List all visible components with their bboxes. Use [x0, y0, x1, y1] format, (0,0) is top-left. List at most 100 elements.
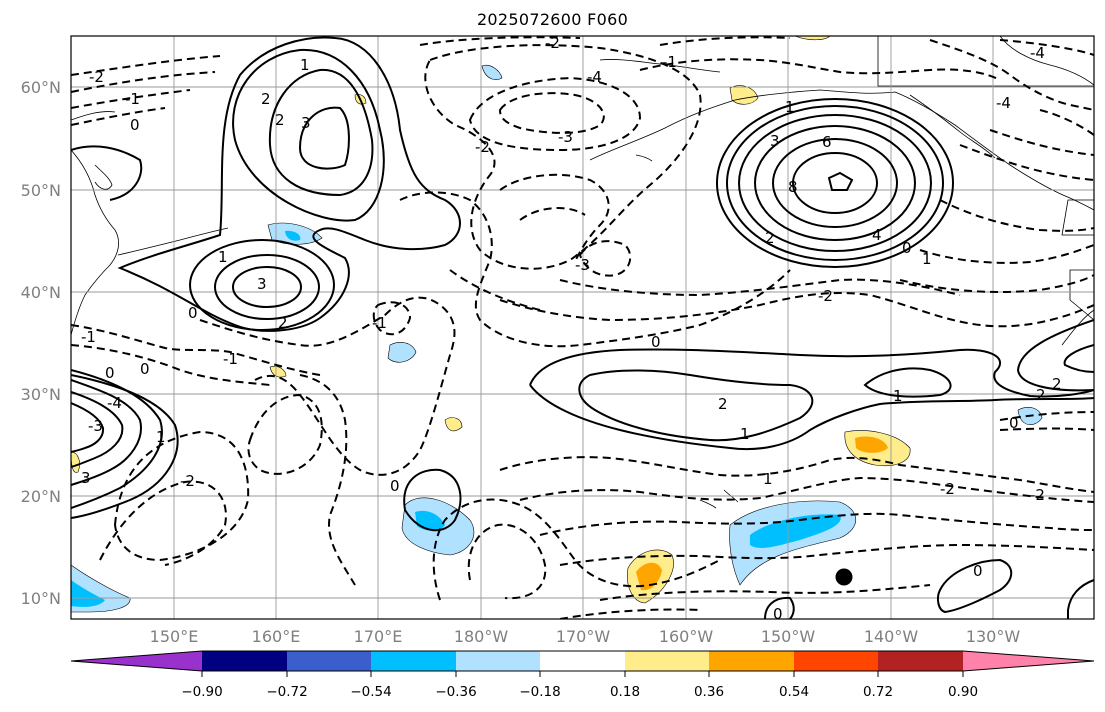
colorbar-segment [371, 651, 456, 671]
map-panel: -2 -1 0 -2 -1 2 1 -2 -4 -3 -4 3 1 -4 2 3… [71, 34, 1094, 623]
latitude-labels: 60°N 50°N 40°N 30°N 20°N 10°N [21, 78, 61, 608]
lon-label: 150°W [761, 627, 816, 646]
contour-label: -1 [223, 350, 238, 368]
lon-label: 170°E [354, 627, 403, 646]
contour-label: -2 [475, 138, 490, 156]
colorbar-tick-label: 0.90 [948, 684, 978, 700]
lon-label: 160°E [252, 627, 301, 646]
colorbar-segment [71, 651, 202, 671]
contour-label: 2 [1052, 375, 1062, 393]
contour-label: 2 [275, 111, 285, 129]
contour-label: 0 [188, 304, 198, 322]
lat-label: 50°N [21, 181, 61, 200]
contour-label: 4 [872, 226, 882, 244]
negative-contours [71, 36, 1094, 619]
colorbar-tick-label: 0.18 [610, 684, 640, 700]
contour-label: -3 [558, 128, 573, 146]
colorbar-segment [625, 651, 709, 671]
contour-labels: -2 -1 0 -2 -1 2 1 -2 -4 -3 -4 3 1 -4 2 3… [81, 34, 1062, 623]
lon-label: 180°W [454, 627, 509, 646]
map-frame [70, 35, 1095, 620]
contour-label: -3 [88, 417, 103, 435]
contour-label: 6 [822, 133, 832, 151]
colorbar-tick-label: 0.36 [694, 684, 724, 700]
contour-label: 2 [278, 314, 288, 332]
lon-label: 170°W [556, 627, 611, 646]
contour-label: -2 [940, 480, 955, 498]
contour-label: -3 [575, 256, 590, 274]
contour-label: 2 [261, 90, 271, 108]
lon-label: 160°W [659, 627, 714, 646]
contour-label: 1 [785, 98, 795, 116]
storm-marker [835, 568, 853, 586]
contour-label: -1 [81, 328, 96, 346]
contour-label: 3 [770, 132, 780, 150]
contour-label: 0 [651, 333, 661, 351]
lon-label: 130°W [966, 627, 1021, 646]
contour-label: -4 [1030, 44, 1045, 62]
colorbar-tick-labels: −0.90 −0.72 −0.54 −0.36 −0.18 0.18 0.36 … [181, 684, 978, 700]
colorbar-tick-label: 0.54 [779, 684, 809, 700]
contour-label: 2 [718, 395, 728, 413]
contour-label: 0 [105, 364, 115, 382]
colorbar-tick-label: −0.36 [435, 684, 476, 700]
lon-label: 150°E [150, 627, 199, 646]
lon-label: 140°W [864, 627, 919, 646]
colorbar-segment [287, 651, 371, 671]
contour-label: 3 [257, 275, 267, 293]
contour-label: 0 [1009, 414, 1019, 432]
contour-label: -2 [1030, 486, 1045, 504]
contour-label: 3 [81, 469, 91, 487]
anomaly-fills [71, 36, 1043, 613]
contour-label: -4 [996, 94, 1011, 112]
contour-label: 2 [765, 229, 775, 247]
contour-label: -4 [587, 68, 602, 86]
colorbar-tick-label: −0.18 [519, 684, 560, 700]
contour-label: -2 [180, 472, 195, 490]
contour-label: 0 [390, 477, 400, 495]
colorbar-ticks [201, 671, 964, 677]
contour-label: 0 [140, 360, 150, 378]
contour-label: 3 [301, 114, 311, 132]
contour-label: 1 [156, 428, 166, 446]
colorbar-tick-label: −0.54 [350, 684, 391, 700]
contour-label: 2 [1036, 386, 1046, 404]
colorbar-tick-label: −0.72 [266, 684, 307, 700]
colorbar-segment [540, 651, 625, 671]
colorbar-segment [456, 651, 540, 671]
contour-label: -2 [89, 68, 104, 86]
contour-label: -4 [107, 394, 122, 412]
contour-label: 0 [130, 116, 140, 134]
contour-label: 1 [922, 250, 932, 268]
lat-label: 10°N [21, 589, 61, 608]
lat-label: 30°N [21, 385, 61, 404]
map-title: 2025072600 F060 [476, 10, 629, 29]
contour-label: 1 [893, 387, 903, 405]
colorbar-segment [202, 651, 287, 671]
contour-label: 8 [788, 178, 798, 196]
colorbar-segment [794, 651, 878, 671]
contour-label: -1 [125, 90, 140, 108]
colorbar [70, 650, 1095, 672]
contour-label: 0 [773, 605, 783, 623]
longitude-labels: 150°E 160°E 170°E 180°W 170°W 160°W 150°… [150, 627, 1021, 646]
colorbar-tick-label: 0.72 [863, 684, 893, 700]
contour-label: 1 [300, 56, 310, 74]
lat-label: 40°N [21, 283, 61, 302]
contour-label: -1 [372, 314, 387, 332]
colorbar-tick-label: −0.90 [181, 684, 222, 700]
contour-label: 0 [973, 562, 983, 580]
contour-label: 0 [902, 239, 912, 257]
positive-contours [71, 36, 1094, 619]
colorbar-segment [709, 651, 794, 671]
contour-label: -2 [818, 287, 833, 305]
contour-label: 1 [218, 248, 228, 266]
contour-label: 1 [763, 470, 773, 488]
contour-label: 1 [740, 425, 750, 443]
contour-label: -1 [662, 53, 677, 71]
colorbar-segment [878, 651, 963, 671]
colorbar-segment [963, 651, 1094, 671]
lat-label: 60°N [21, 78, 61, 97]
contour-label: -2 [545, 34, 560, 52]
